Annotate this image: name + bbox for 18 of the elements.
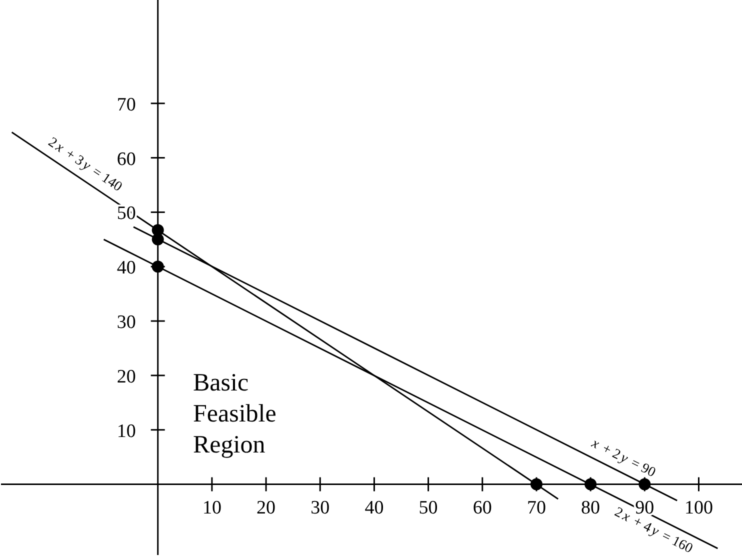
x-tick-label: 60 bbox=[472, 497, 492, 518]
x-tick-label: 30 bbox=[310, 497, 330, 518]
text: x + 2y = 90 bbox=[588, 436, 658, 481]
annotation: Basic Feasible Region bbox=[193, 369, 276, 458]
y-tick-label: 40 bbox=[116, 258, 136, 279]
point bbox=[152, 233, 164, 246]
x-tick-label: 50 bbox=[418, 497, 438, 518]
y-tick-label: 60 bbox=[116, 148, 136, 170]
x-tick-label: 10 bbox=[202, 497, 222, 518]
y-tick-label: 70 bbox=[116, 94, 136, 116]
x-tick-label: 20 bbox=[256, 497, 276, 518]
x-tick-label: 40 bbox=[364, 497, 384, 518]
x-tick-label: 70 bbox=[526, 497, 546, 518]
x-tick-label: 80 bbox=[581, 497, 600, 518]
y-tick-label: 30 bbox=[116, 312, 136, 334]
y-tick-label: 20 bbox=[116, 366, 136, 388]
x-tick-label: 100 bbox=[684, 497, 713, 518]
y-tick-label: 10 bbox=[116, 420, 136, 442]
